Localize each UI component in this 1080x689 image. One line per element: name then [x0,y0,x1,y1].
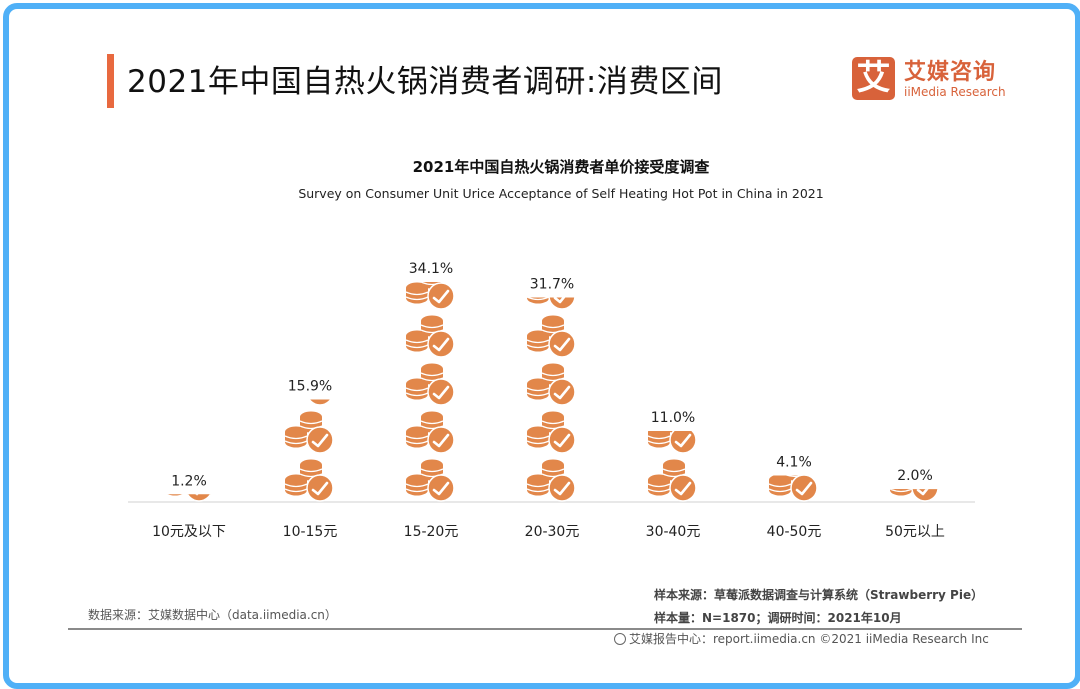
coin-check-icon [285,316,333,358]
logo-mark-icon: 艾 [852,57,895,100]
coin-check-icon [164,412,212,454]
bar-1 [283,316,335,503]
coin-check-icon [890,412,938,454]
category-label: 40-50元 [767,524,822,540]
data-label: 1.2% [171,473,207,489]
coin-check-icon [648,364,696,406]
bar-4 [646,364,698,502]
coin-check-icon [404,314,456,359]
chart-subtitle: Survey on Consumer Unit Urice Acceptance… [298,186,824,201]
category-label: 20-30元 [525,524,580,540]
data-label: 34.1% [409,261,453,277]
data-label: 2.0% [897,468,933,484]
sample-size-note: 样本量：N=1870；调研时间：2021年10月 [654,611,902,625]
sample-source-note: 样本来源：草莓派数据调查与计算系统（Strawberry Pie） [654,588,984,602]
category-label: 50元以上 [885,524,945,540]
coin-check-icon [525,410,577,455]
report-center-text: 艾媒报告中心：report.iimedia.cn ©2021 iiMedia R… [629,632,989,646]
coin-check-icon [525,362,577,407]
bar-6 [888,412,940,503]
coin-check-icon [404,362,456,407]
category-label: 10元及以下 [152,524,226,540]
coin-check-icon [404,458,456,502]
page-title: 2021年中国自热火锅消费者调研:消费区间 [127,64,723,100]
category-label: 10-15元 [283,524,338,540]
coin-check-icon [525,458,577,502]
coin-check-icon [769,412,817,454]
data-source-note: 数据来源：艾媒数据中心（data.iimedia.cn） [88,608,337,622]
coin-check-icon [283,458,335,503]
logo-text-cn: 艾媒咨询 [904,60,997,85]
coin-check-icon [406,220,454,262]
data-label: 31.7% [530,277,574,293]
data-label: 11.0% [651,410,695,426]
chart-title: 2021年中国自热火锅消费者单价接受度调查 [412,158,710,176]
coin-check-icon [646,458,698,502]
globe-icon [614,633,626,645]
bar-3 [525,220,577,502]
category-label: 15-20元 [404,524,459,540]
coin-check-icon [525,314,577,359]
footer-divider [68,628,1022,630]
report-center-note: 艾媒报告中心：report.iimedia.cn ©2021 iiMedia R… [614,630,989,647]
coin-check-icon [283,410,335,455]
coin-check-icon [404,410,456,455]
data-label: 15.9% [288,378,332,394]
category-label: 30-40元 [646,524,701,540]
logo-text-en: iiMedia Research [904,85,1006,99]
coin-check-icon [527,220,575,262]
data-label: 4.1% [776,455,812,471]
title-accent-bar [107,54,114,108]
